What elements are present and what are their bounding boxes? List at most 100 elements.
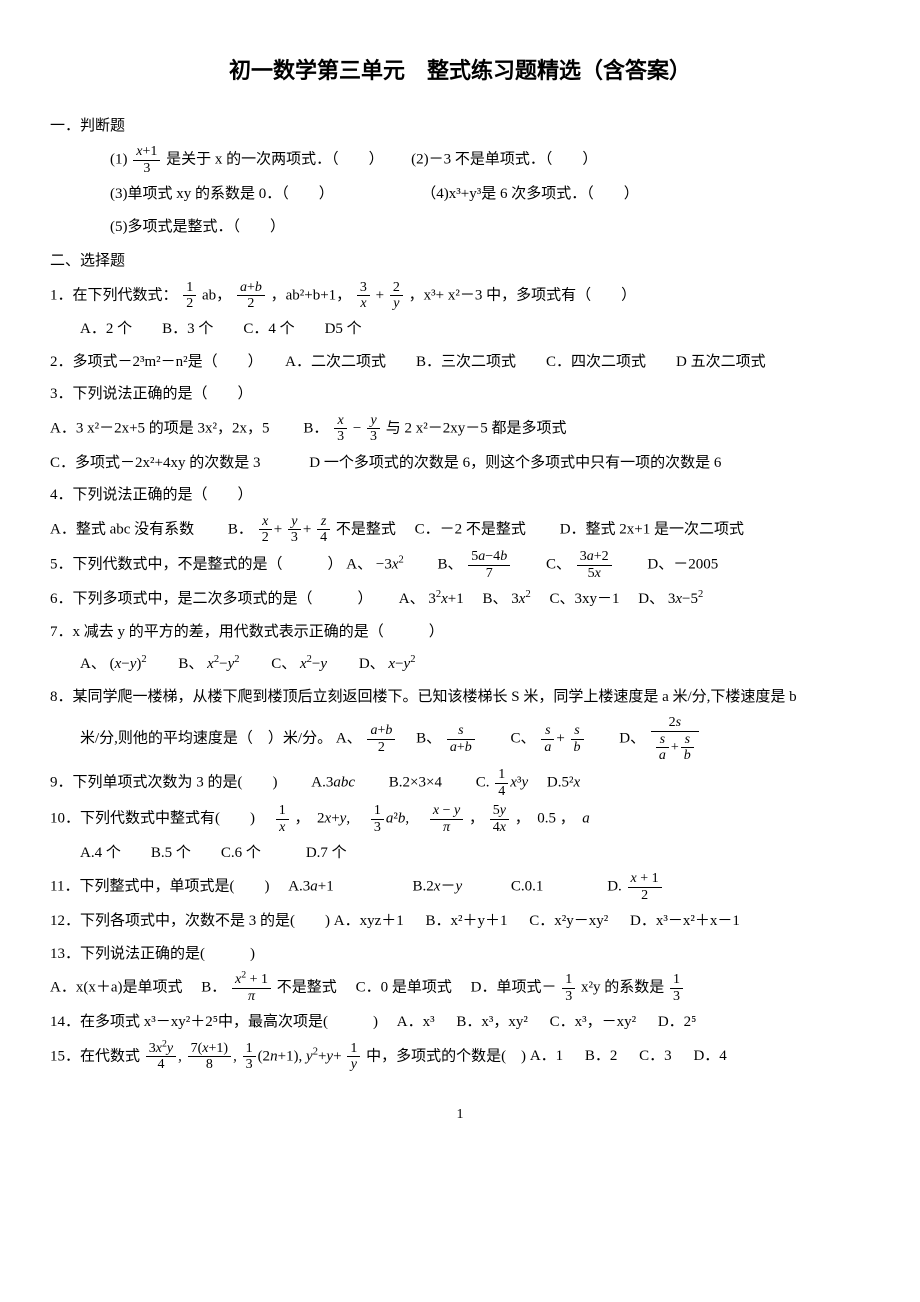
frac-3x: 3x [357,280,370,312]
q4-opts: A．整式 abc 没有系数 B． x2+ y3+ z4 不是整式 C．－2 不是… [50,514,870,546]
frac-sab: sa+b [447,723,475,755]
q14C: C．x³，－xy² [550,1008,637,1037]
frac-sa: sa [541,723,554,755]
q11C: C.0.1 [511,879,544,895]
q3B-b: 与 2 x²－2xy－5 都是多项式 [386,420,567,436]
q4A: A．整式 abc 没有系数 [50,521,194,537]
q14: 14．在多项式 x³－xy²＋2⁵中，最高次项是( ) A．x³ B．x³，xy… [50,1008,870,1037]
frac-13c: 13 [562,972,575,1004]
q15C: C．3 [639,1042,672,1071]
frac-z4: z4 [317,514,330,546]
q6B: B、 [483,591,508,607]
q4B-a: B． [228,521,253,537]
q1-stem-a: 1．在下列代数式： [50,287,178,303]
q6D: D、 [638,591,664,607]
frac-7x18: 7(x+1)8 [188,1041,231,1073]
q12: 12．下列各项式中，次数不是 3 的是( ) A．xyz＋1 B．x²＋y＋1 … [50,907,870,936]
j1-text: 是关于 x 的一次两项式．（ ） [166,152,384,168]
q5D: D、－2005 [647,557,718,573]
frac-1x: 1x [276,803,289,835]
q13B-a: B． [201,980,226,996]
frac-sb: sb [571,723,584,755]
q8: 8．某同学爬一楼梯，从楼下爬到楼顶后立刻返回楼下。已知该楼梯长 S 米，同学上楼… [50,683,870,712]
q6A: A、 [399,591,425,607]
frac-12: 12 [183,280,196,312]
q9D: D.5² [547,775,574,791]
frac-3x2y4: 3x2y4 [146,1041,176,1073]
q5-stem: 5．下列代数式中，不是整式的是（ ） [50,557,343,573]
frac-3a25x: 3a+25x [577,549,612,581]
q1-opts: A．2 个 B．3 个 C．4 个 D5 个 [50,315,870,344]
j5: (5)多项式是整式．（ ） [110,213,870,242]
frac-13d: 13 [670,972,683,1004]
q10-h: ， 0.5 ， [515,810,583,826]
frac-5a4b7: 5a−4b7 [468,549,510,581]
frac-14: 14 [495,767,508,799]
j4: （4)x³+y³是 6 次多项式．（ ） [421,186,638,202]
q8-stem-b: 米/分,则他的平均速度是（ ）米/分。 [80,731,332,747]
q12A: A．xyz＋1 [334,907,404,936]
q14D: D．2⁵ [658,1008,697,1037]
q5: 5．下列代数式中，不是整式的是（ ） A、 −3x2 B、 5a−4b7 C、 … [50,549,870,581]
page-title: 初一数学第三单元 整式练习题精选（含答案） [50,50,870,92]
section-1-head: 一．判断题 [50,112,870,141]
q13: 13．下列说法正确的是( ) [50,940,870,969]
q9A: A.3 [311,775,333,791]
frac-5y4x: 5y4x [490,803,509,835]
j3: (3)单项式 xy 的系数是 0．（ ） [110,186,334,202]
q3: 3．下列说法正确的是（ ） [50,380,870,409]
q14-stem: 14．在多项式 x³－xy²＋2⁵中，最高次项是( ) [50,1014,378,1030]
q14B: B．x³，xy² [456,1008,528,1037]
q6: 6．下列多项式中，是二次多项式的是（ ） A、 32x+1 B、 3x2 C、3… [50,585,870,614]
q10-c: + [331,810,339,826]
section-2-head: 二、选择题 [50,247,870,276]
q15: 15．在代数式 3x2y4, 7(x+1)8, 13(2n+1), y2+y+ … [50,1041,870,1073]
q4C: C．－2 不是整式 [415,521,526,537]
q13C: C．0 是单项式 [356,980,452,996]
q8D: D、 [619,731,645,747]
frac-1y: 1y [347,1041,360,1073]
q10-g: ， [469,810,484,826]
q3-row2: C．多项式－2x²+4xy 的次数是 3 D 一个多项式的次数是 6，则这个多项… [50,449,870,478]
q9-stem: 9．下列单项式次数为 3 的是( ) [50,775,278,791]
q9B: B.2×3×4 [389,775,442,791]
q4B-b: 不是整式 [336,521,396,537]
frac-y3b: y3 [288,514,301,546]
q7-opts: A、 (x−y)2 B、 x2−y2 C、 x2−y D、 x−y2 [50,650,870,679]
q13A: A．x(x＋a)是单项式 [50,980,182,996]
frac-2y: 2y [390,280,403,312]
q10-opts: A.4 个 B.5 个 C.6 个 D.7 个 [50,839,870,868]
q3D: D 一个多项式的次数是 6，则这个多项式中只有一项的次数是 6 [309,455,721,471]
q10-stem: 10．下列代数式中整式有( ) [50,810,255,826]
q13-opts: A．x(x＋a)是单项式 B． x2 + 1π 不是整式 C．0 是单项式 D．… [50,972,870,1004]
frac-x21pi: x2 + 1π [232,972,271,1004]
q1: 1．在下列代数式： 12 ab， a+b2 ，ab²+b+1， 3x + 2y … [50,280,870,312]
frac-y3: y3 [367,413,380,445]
q8A: A、 [336,731,362,747]
q4D: D．整式 2x+1 是一次二项式 [560,521,744,537]
frac-x1-3: x+13 [133,144,160,176]
q15B: B．2 [585,1042,618,1071]
q3-row1: A．3 x²－2x+5 的项是 3x²，2x，5 B． x3 − y3 与 2 … [50,413,870,445]
q8B: B、 [416,731,441,747]
q1-stem-b: ab， [202,287,231,303]
frac-13a: 13 [371,803,384,835]
q10-f: , [405,810,424,826]
q5A: A、 [346,557,372,573]
q1-stem-c: ，ab²+b+1， [271,287,352,303]
q12B: B．x²＋y＋1 [426,907,508,936]
q9C: C. [476,775,490,791]
j1-num: (1) [110,152,128,168]
q3A: A．3 x²－2x+5 的项是 3x²，2x，5 [50,420,270,436]
q5B: B、 [438,557,463,573]
q11B: B.2 [413,879,434,895]
q8-opts: 米/分,则他的平均速度是（ ）米/分。 A、 a+b2 B、 sa+b C、 s… [50,715,870,763]
q15-stem-a: 15．在代数式 [50,1048,140,1064]
q15A: A．1 [530,1042,563,1071]
q6-stem: 6．下列多项式中，是二次多项式的是（ ） [50,591,365,607]
q12C: C．x²y－xy² [529,907,608,936]
q11: 11．下列整式中，单项式是( ) A.3a+1 B.2x－y C.0.1 D. … [50,871,870,903]
frac-ab2b: a+b2 [367,723,395,755]
q3B-a: B． [303,420,328,436]
q9: 9．下列单项式次数为 3 的是( ) A.3abc B.2×3×4 C. 14x… [50,767,870,799]
